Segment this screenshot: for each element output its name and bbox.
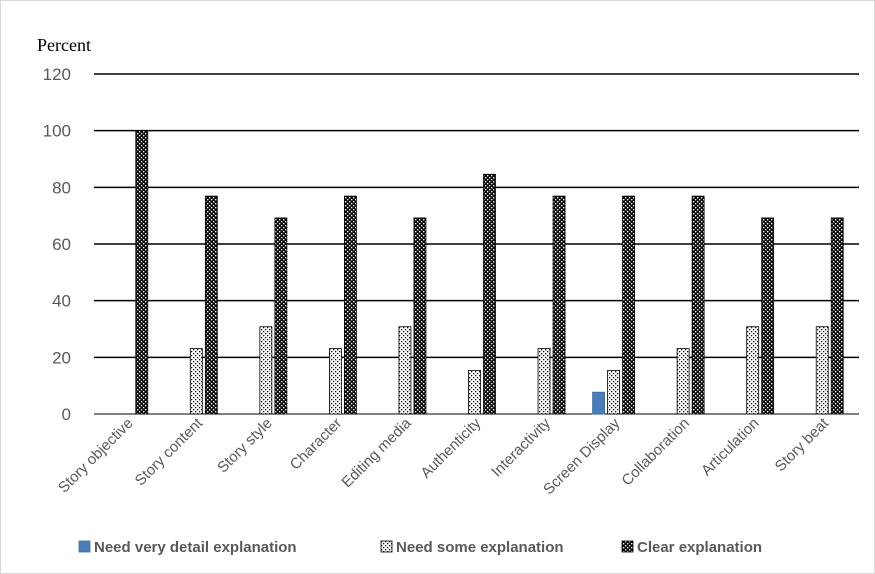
legend-label: Clear explanation: [637, 539, 762, 556]
bar: [398, 326, 412, 415]
bar: [592, 391, 605, 415]
bar: [676, 348, 690, 415]
y-tick-label: 40: [52, 292, 71, 311]
y-tick-label: 20: [52, 348, 71, 367]
x-tick-label: Story beat: [772, 414, 833, 475]
x-tick-label: Collaboration: [618, 415, 693, 490]
legend-swatch: [621, 540, 634, 553]
bar: [537, 348, 551, 415]
x-tick-label: Editing media: [338, 414, 415, 491]
x-tick-label: Character: [287, 415, 346, 474]
bar: [135, 130, 149, 415]
bar: [329, 348, 342, 415]
legend: Need very detail explanation Need some ex…: [78, 539, 762, 556]
x-tick-label: Articulation: [698, 415, 762, 479]
bar: [483, 173, 496, 415]
bar: [204, 195, 218, 415]
y-tick-label: 100: [43, 122, 71, 141]
bar: [259, 326, 273, 415]
bar: [815, 326, 829, 415]
y-tick-label: 80: [52, 178, 71, 197]
bar: [622, 195, 635, 415]
legend-swatch: [380, 540, 393, 553]
gridlines: [94, 73, 859, 415]
bar: [189, 348, 203, 415]
bar: [607, 369, 620, 415]
legend-label: Need very detail explanation: [94, 539, 297, 556]
bar: [344, 195, 357, 415]
bar: [274, 217, 288, 415]
bar: [552, 195, 566, 415]
x-tick-label: Story style: [214, 415, 276, 477]
bar: [468, 369, 481, 415]
y-tick-label: 0: [62, 405, 71, 424]
y-tick-label: 60: [52, 235, 71, 254]
bars: [135, 130, 844, 415]
bar: [746, 326, 760, 415]
y-tick-label: 120: [43, 65, 71, 84]
legend-swatch: [78, 540, 91, 553]
bar: [830, 217, 844, 415]
y-tick-labels: 0 20 40 60 80 100 120: [43, 65, 71, 424]
x-tick-label: Story objective: [55, 415, 137, 497]
x-tick-label: Authenticity: [417, 414, 484, 481]
bar: [413, 217, 427, 415]
legend-label: Need some explanation: [396, 539, 564, 556]
bar: [691, 195, 705, 415]
x-tick-label: Story content: [132, 414, 207, 489]
bar: [761, 217, 775, 415]
x-tick-label: Interactivity: [488, 414, 554, 480]
y-axis-label: Percent: [37, 35, 91, 55]
